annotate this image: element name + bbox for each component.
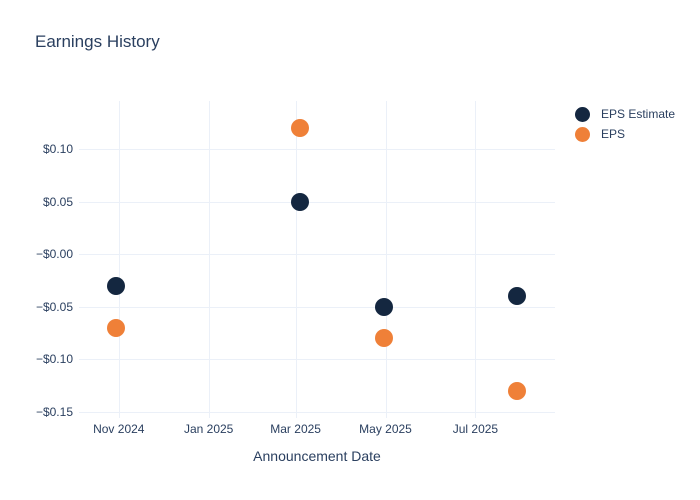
scatter-point-eps-estimate[interactable] [375,297,394,316]
scatter-point-eps[interactable] [106,318,125,337]
y-tick-label: −$0.15 [35,404,73,419]
x-gridline [295,101,297,418]
scatter-point-eps-estimate[interactable] [507,287,526,306]
legend-item-label: EPS Estimate [601,107,676,121]
scatter-point-eps[interactable] [375,329,394,348]
y-tick-label: $0.05 [42,194,73,209]
x-tick-label: Jul 2025 [452,422,499,436]
y-gridline [79,149,555,151]
y-gridline [79,254,555,256]
x-tick-label: Nov 2024 [93,422,145,436]
eps-estimate-marker-icon [575,106,590,122]
legend-item-eps[interactable]: EPS [575,124,675,144]
legend: EPS Estimate EPS [575,104,675,144]
x-axis-title: Announcement Date [253,448,381,464]
y-tick-label: −$0.10 [35,352,73,367]
x-gridline [385,101,387,418]
x-tick-label: May 2025 [359,422,412,436]
legend-item-eps-estimate[interactable]: EPS Estimate [575,104,675,124]
x-tick-label: Jan 2025 [183,422,234,436]
y-tick-label: −$0.00 [35,247,73,262]
legend-item-label: EPS [601,127,626,141]
scatter-point-eps[interactable] [291,119,310,138]
x-gridline [118,101,120,418]
scatter-point-eps[interactable] [507,381,526,400]
y-gridline [79,306,555,308]
y-gridline [79,201,555,203]
y-gridline [79,411,555,413]
y-gridline [79,359,555,361]
x-gridline [208,101,210,418]
scatter-point-eps-estimate[interactable] [106,276,125,295]
x-gridline [475,101,477,418]
x-tick-label: Mar 2025 [270,422,321,436]
scatter-point-eps-estimate[interactable] [291,192,310,211]
eps-marker-icon [575,126,590,142]
chart-title: Earnings History [35,32,160,51]
y-tick-label: $0.10 [42,142,73,157]
y-tick-label: −$0.05 [35,299,73,314]
